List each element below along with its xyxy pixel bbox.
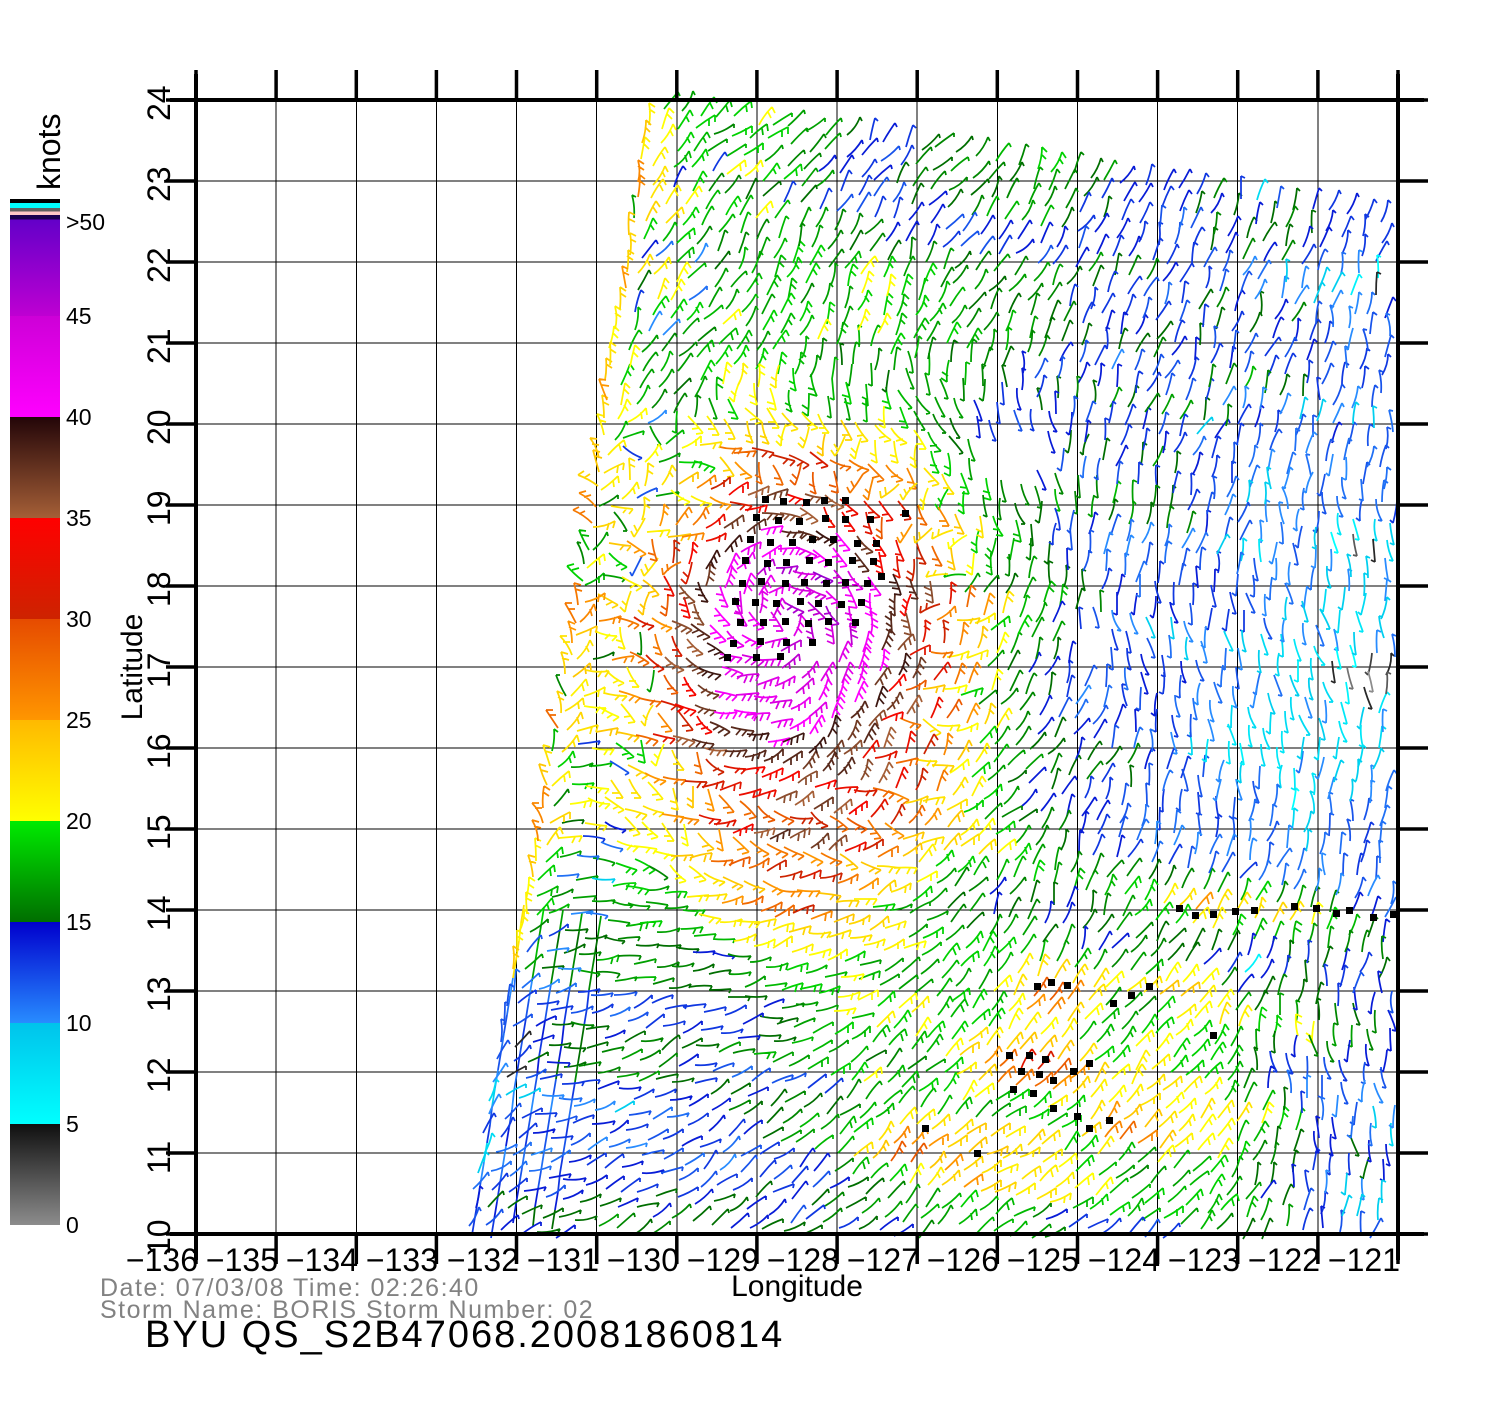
svg-text:−127: −127 <box>847 1242 919 1278</box>
svg-text:Latitude: Latitude <box>116 614 149 721</box>
svg-text:−131: −131 <box>527 1242 599 1278</box>
svg-text:10: 10 <box>66 1010 92 1036</box>
svg-text:18: 18 <box>141 571 177 607</box>
svg-text:−125: −125 <box>1007 1242 1079 1278</box>
svg-text:15: 15 <box>66 909 92 935</box>
svg-text:12: 12 <box>141 1057 177 1093</box>
svg-text:30: 30 <box>66 606 92 632</box>
svg-text:−129: −129 <box>687 1242 759 1278</box>
svg-text:−123: −123 <box>1168 1242 1240 1278</box>
svg-text:24: 24 <box>141 85 177 121</box>
svg-text:−128: −128 <box>767 1242 839 1278</box>
svg-text:−130: −130 <box>607 1242 679 1278</box>
svg-text:BYU QS_S2B47068.20081860814: BYU QS_S2B47068.20081860814 <box>145 1314 784 1356</box>
svg-text:21: 21 <box>141 328 177 364</box>
svg-text:14: 14 <box>141 895 177 931</box>
svg-text:−135: −135 <box>206 1242 278 1278</box>
svg-text:13: 13 <box>141 976 177 1012</box>
svg-text:20: 20 <box>66 808 92 834</box>
svg-text:−134: −134 <box>286 1242 358 1278</box>
svg-text:17: 17 <box>141 652 177 688</box>
svg-text:−121: −121 <box>1328 1242 1400 1278</box>
svg-text:Longitude: Longitude <box>731 1270 863 1303</box>
svg-text:22: 22 <box>141 247 177 283</box>
svg-text:>50: >50 <box>66 209 105 235</box>
svg-text:11: 11 <box>141 1141 177 1174</box>
svg-text:Date: 07/03/08 Time: 02:2: Date: 07/03/08 Time: 02:26:40 <box>100 1274 480 1302</box>
svg-text:Storm Name: BORIS Storm: Storm Name: BORIS Storm Number: 02 <box>100 1296 594 1324</box>
svg-text:−126: −126 <box>927 1242 999 1278</box>
svg-text:25: 25 <box>66 707 92 733</box>
svg-text:−122: −122 <box>1248 1242 1320 1278</box>
svg-text:19: 19 <box>141 490 177 526</box>
svg-text:15: 15 <box>141 814 177 850</box>
svg-text:10: 10 <box>141 1219 177 1255</box>
svg-text:16: 16 <box>141 733 177 769</box>
svg-text:45: 45 <box>66 303 92 329</box>
svg-text:−132: −132 <box>447 1242 519 1278</box>
svg-text:−133: −133 <box>366 1242 438 1278</box>
svg-text:20: 20 <box>141 409 177 445</box>
svg-text:−136: −136 <box>126 1242 198 1278</box>
svg-text:40: 40 <box>66 404 92 430</box>
svg-text:0: 0 <box>66 1212 79 1238</box>
svg-text:23: 23 <box>141 166 177 202</box>
svg-text:knots: knots <box>31 114 67 190</box>
svg-text:5: 5 <box>66 1111 79 1137</box>
svg-text:−124: −124 <box>1088 1242 1160 1278</box>
svg-text:35: 35 <box>66 505 92 531</box>
